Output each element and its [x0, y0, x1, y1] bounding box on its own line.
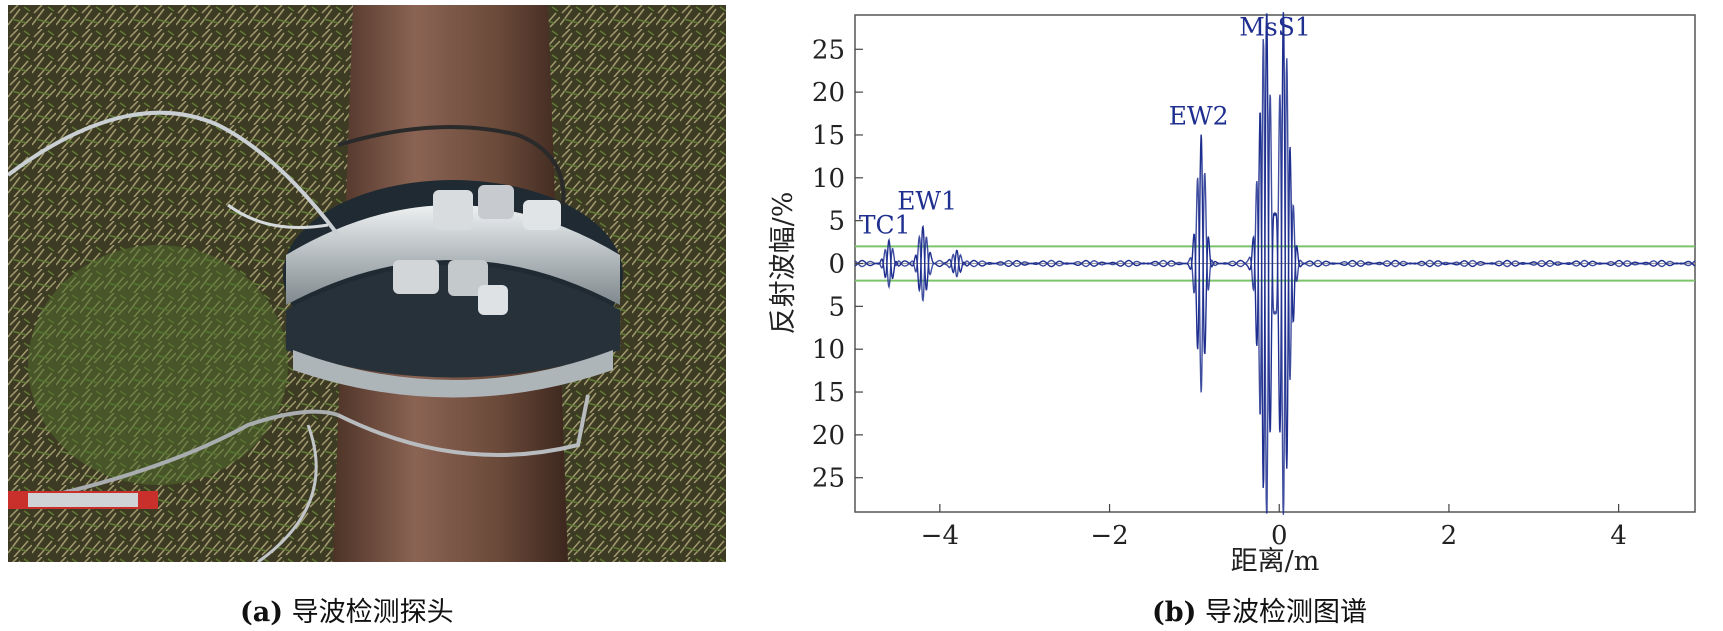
latch-1	[433, 190, 473, 230]
waveform-traces	[854, 12, 1696, 515]
latch-6	[478, 285, 508, 315]
trace-lower	[854, 39, 1696, 515]
y-tick-label: 25	[812, 464, 845, 494]
y-tick-label: 15	[812, 378, 845, 408]
caption-b-tag: (b)	[1152, 597, 1197, 628]
cable-3	[227, 203, 329, 229]
latch-5	[448, 260, 488, 296]
probe-photo	[6, 5, 726, 564]
y-tick-label: 5	[828, 207, 845, 237]
x-tick-label: 0	[1271, 521, 1288, 551]
cable-2	[337, 125, 566, 206]
x-tick-label: −2	[1090, 521, 1128, 551]
caption-b-text: 导波检测图谱	[1205, 597, 1368, 628]
cable-4	[7, 409, 339, 507]
y-tick-label: 10	[812, 335, 845, 365]
x-tick-label: 4	[1610, 521, 1627, 551]
cable-1	[6, 110, 340, 237]
caption-a-text: 导波检测探头	[291, 597, 454, 628]
clamp-ring-edge	[293, 350, 613, 398]
latch-2	[478, 185, 514, 219]
y-tick-label: 0	[828, 250, 845, 280]
y-tick-label: 25	[812, 35, 845, 65]
spectrum-chart: 25 20 15 10 5 0 5 10 15 20 25 −4 −2 0 2 4 TC1 EW1 EW2 MsS…	[760, 0, 1715, 577]
caption-a-tag: (a)	[240, 597, 284, 628]
y-ticks: 25 20 15 10 5 0 5 10 15 20 25	[812, 35, 863, 494]
latch-4	[393, 260, 439, 294]
peak-label: TC1	[859, 211, 911, 240]
connector-sleeve	[28, 493, 138, 507]
y-axis-label: 反射波幅/%	[768, 192, 799, 335]
x-axis-label: 距离/m	[1231, 546, 1320, 575]
latch-3	[523, 200, 561, 230]
y-tick-label: 5	[828, 292, 845, 322]
cable-5	[337, 394, 590, 457]
y-tick-label: 10	[812, 164, 845, 194]
caption-b: (b) 导波检测图谱	[1152, 590, 1367, 629]
green-grass-patch	[28, 245, 288, 485]
caption-a: (a) 导波检测探头	[240, 590, 454, 629]
clamp-ring-lower	[286, 265, 620, 378]
x-tick-label: 2	[1441, 521, 1458, 551]
y-tick-label: 20	[812, 78, 845, 108]
cable-6	[257, 424, 318, 564]
y-tick-label: 15	[812, 121, 845, 151]
peak-label: EW2	[1169, 102, 1229, 131]
y-tick-label: 20	[812, 421, 845, 451]
peak-label: MsS1	[1239, 13, 1310, 42]
probe-photo-drawing	[6, 5, 726, 564]
x-tick-label: −4	[921, 521, 959, 551]
peak-label: EW1	[897, 187, 957, 216]
x-ticks: −4 −2 0 2 4	[921, 504, 1627, 551]
